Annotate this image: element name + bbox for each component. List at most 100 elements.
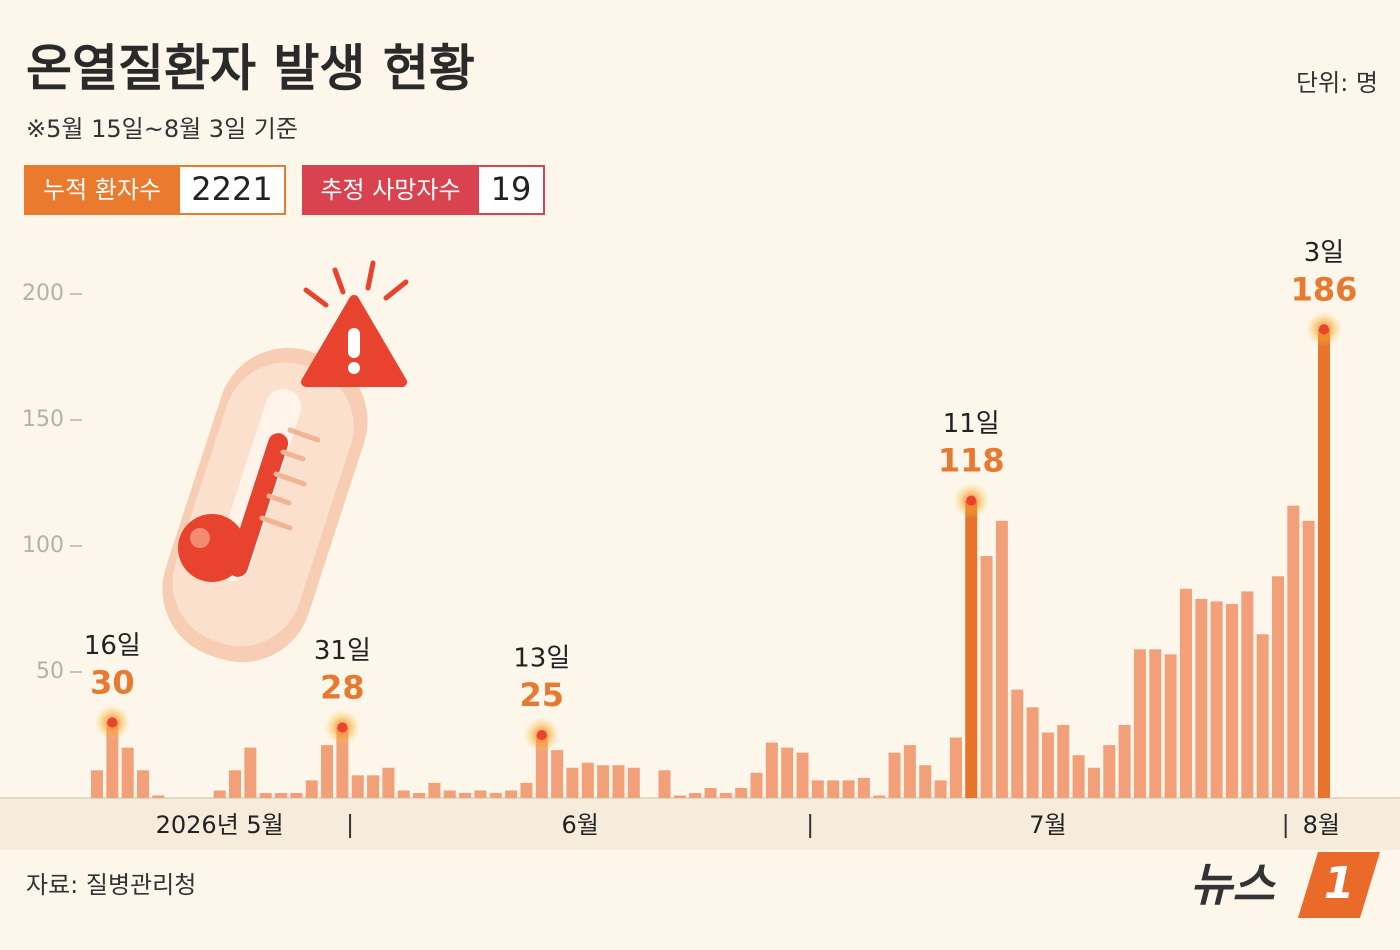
day-label: 16일 [84, 631, 141, 661]
day-label: 11일 [943, 409, 1000, 439]
bar [1103, 745, 1116, 798]
badge-label: 누적 환자수 [43, 176, 161, 204]
bar [995, 520, 1008, 798]
bar [811, 780, 824, 798]
bar [965, 500, 978, 798]
bar [934, 780, 947, 798]
bar [597, 765, 610, 798]
axis-band [0, 798, 1400, 850]
bar [137, 770, 150, 798]
bar [612, 765, 625, 798]
x-month-label: 7월 [1029, 811, 1066, 839]
bar [305, 780, 318, 798]
bar [566, 767, 579, 798]
bar [888, 752, 901, 798]
day-label: 31일 [314, 636, 371, 666]
value-label: 186 [1291, 270, 1358, 308]
y-tick-label: 50 [36, 659, 64, 684]
bar [152, 795, 165, 798]
badge-value-box [180, 167, 284, 213]
bar [275, 792, 288, 798]
source: 자료: 질병관리청 [26, 871, 196, 899]
highlight-dot [966, 495, 977, 506]
bar [673, 795, 686, 798]
badge-value-box [479, 167, 543, 213]
bar [842, 780, 855, 798]
bar [1041, 732, 1054, 798]
x-month-label: 2026년 5월 [156, 811, 284, 839]
bar [428, 782, 441, 798]
value-label: 25 [520, 676, 565, 714]
bar [489, 792, 502, 798]
bar [229, 770, 242, 798]
day-label: 3일 [1304, 238, 1344, 268]
bar [704, 787, 717, 798]
bar [213, 790, 226, 798]
bar [1210, 601, 1223, 798]
bar [351, 775, 364, 798]
bar [658, 770, 671, 798]
bar [1302, 520, 1315, 798]
bar [551, 750, 564, 798]
bar [367, 775, 380, 798]
bar [949, 737, 962, 798]
bar [259, 792, 272, 798]
bar [244, 747, 257, 798]
bar [750, 772, 763, 798]
y-tick-label: 150 [22, 407, 64, 432]
bar [1026, 707, 1039, 798]
x-month-label: 6월 [561, 811, 598, 839]
bar [459, 792, 472, 798]
bar [1133, 649, 1146, 798]
bar [413, 792, 426, 798]
bar [1087, 767, 1100, 798]
bar [397, 790, 410, 798]
logo-mark: 1 [1324, 858, 1355, 909]
value-label: 118 [938, 442, 1005, 480]
logo: 뉴스 1 [1190, 852, 1380, 918]
bar [735, 787, 748, 798]
chart-title: 온열질환자 발생 현황 [26, 40, 475, 98]
bar [796, 752, 809, 798]
bar [1011, 689, 1024, 798]
bar [980, 556, 993, 798]
bar [581, 762, 594, 798]
bar [1179, 588, 1192, 798]
bar [689, 792, 702, 798]
badge-value: 2221 [191, 170, 272, 208]
bar [857, 777, 870, 798]
bar [1057, 724, 1070, 798]
bar [1149, 649, 1162, 798]
bar [1225, 603, 1238, 798]
bar [290, 792, 303, 798]
bar [781, 747, 794, 798]
bar [1195, 598, 1208, 798]
badge-value: 19 [491, 170, 532, 208]
subtitle: ※5월 15일~8월 3일 기준 [26, 115, 298, 143]
bar [474, 790, 487, 798]
thermometer-illustration [162, 260, 409, 663]
bar [382, 767, 395, 798]
bar [627, 767, 640, 798]
highlight-dot [1319, 324, 1329, 335]
y-tick-label: 200 [22, 281, 64, 306]
y-tick-label: 100 [22, 533, 64, 558]
bar [1072, 755, 1085, 798]
highlight-dot [536, 730, 547, 740]
bar [919, 765, 932, 798]
badge-label: 추정 사망자수 [320, 176, 460, 204]
bar [903, 745, 916, 798]
bar [1241, 591, 1254, 798]
value-label: 28 [320, 668, 365, 706]
bar [827, 780, 840, 798]
bar [1287, 505, 1300, 798]
bar [1318, 329, 1330, 798]
bar [1271, 576, 1284, 798]
value-label: 30 [90, 663, 135, 701]
bar [121, 747, 134, 798]
bar [443, 790, 456, 798]
bar [1256, 634, 1269, 798]
x-month-label: 8월 [1303, 811, 1340, 839]
highlight-dot [337, 722, 348, 733]
